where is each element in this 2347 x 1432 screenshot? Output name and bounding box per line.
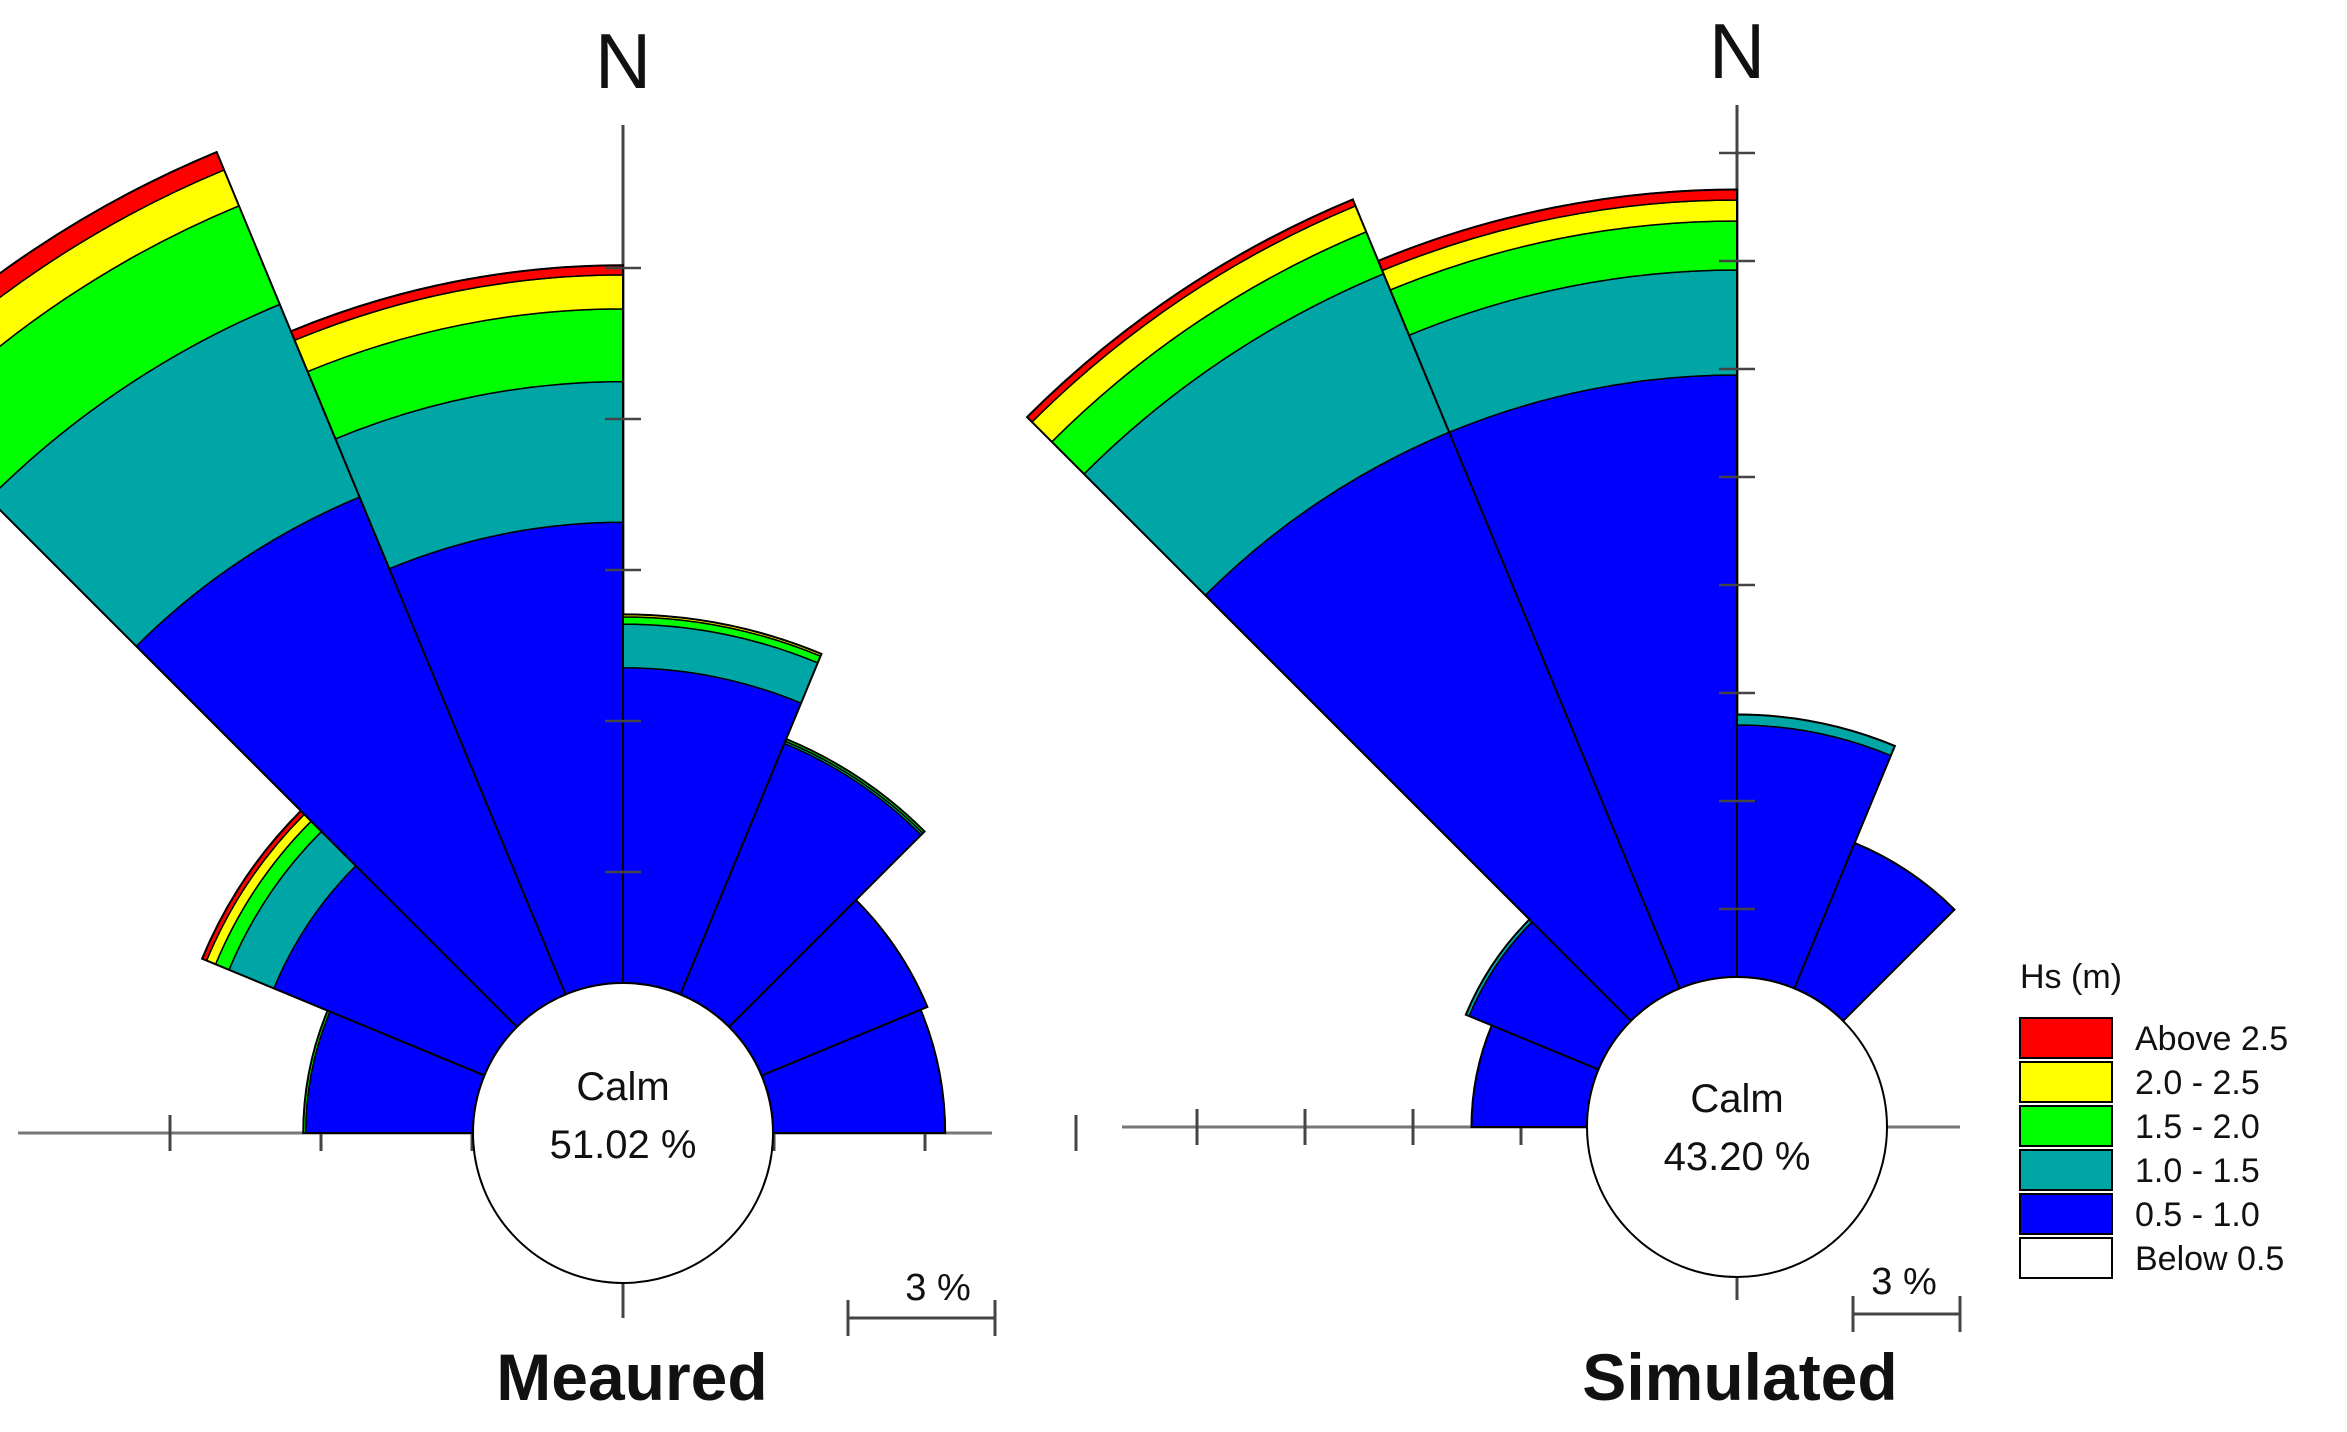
simulated-north-label: N xyxy=(1709,7,1765,95)
legend: Above 2.5 2.0 - 2.5 1.5 - 2.0 1.0 - 1.5 0.5 … xyxy=(2019,1017,2288,1279)
measured-scale-label: 3 % xyxy=(905,1267,970,1309)
legend-swatch xyxy=(2019,1193,2113,1235)
simulated-title: Simulated xyxy=(1582,1340,1897,1414)
simulated-scale-label: 3 % xyxy=(1871,1261,1936,1303)
legend-swatch xyxy=(2019,1017,2113,1059)
legend-swatch xyxy=(2019,1237,2113,1279)
calm-circle xyxy=(1586,976,1888,1278)
legend-label: Above 2.5 xyxy=(2135,1020,2288,1058)
calm-circle xyxy=(472,982,774,1284)
legend-label: 2.0 - 2.5 xyxy=(2135,1064,2260,1102)
measured-north-label: N xyxy=(595,17,651,105)
measured-rose xyxy=(0,125,1078,1336)
legend-swatch xyxy=(2019,1061,2113,1103)
legend-label: Below 0.5 xyxy=(2135,1240,2284,1278)
measured-calm-label: Calm xyxy=(576,1065,669,1109)
simulated-calm-value: 43.20 % xyxy=(1664,1135,1811,1179)
measured-title: Meaured xyxy=(496,1340,767,1414)
legend-swatch xyxy=(2019,1149,2113,1191)
legend-swatch xyxy=(2019,1105,2113,1147)
simulated-rose xyxy=(1025,105,1962,1332)
legend-label: 0.5 - 1.0 xyxy=(2135,1196,2260,1234)
measured-calm-value: 51.02 % xyxy=(550,1123,697,1167)
legend-title: Hs (m) xyxy=(2020,958,2122,996)
legend-label: 1.0 - 1.5 xyxy=(2135,1152,2260,1190)
simulated-calm-label: Calm xyxy=(1690,1077,1783,1121)
legend-label: 1.5 - 2.0 xyxy=(2135,1108,2260,1146)
